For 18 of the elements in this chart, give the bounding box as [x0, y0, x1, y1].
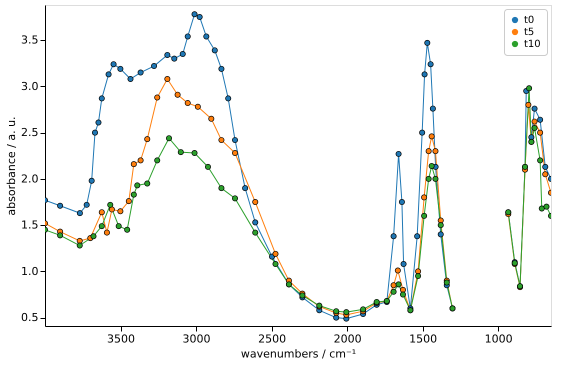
- x-axis-title: wavenumbers / cm⁻¹: [240, 348, 356, 360]
- legend-label: t10: [524, 39, 541, 50]
- y-tick-label: 2.0: [21, 172, 38, 186]
- x-tick-label: 1000: [484, 332, 513, 346]
- legend-label: t5: [524, 27, 534, 38]
- y-tick-label: 0.5: [21, 311, 38, 324]
- y-tick-label: 2.5: [21, 126, 38, 140]
- y-tick-label: 3.5: [21, 34, 38, 47]
- legend-label: t0: [524, 15, 534, 26]
- x-tick-label: 3000: [182, 332, 211, 346]
- y-tick-label: 3.0: [21, 80, 38, 93]
- x-tick-label: 2500: [258, 332, 286, 346]
- y-tick-label: 1.5: [21, 218, 38, 232]
- x-tick-label: 2000: [334, 332, 362, 346]
- x-tick-label: 3500: [107, 332, 136, 346]
- x-tick-label: 1500: [409, 332, 438, 346]
- y-tick-label: 1.0: [21, 264, 38, 278]
- y-axis-title: absorbance / a. u.: [5, 116, 18, 216]
